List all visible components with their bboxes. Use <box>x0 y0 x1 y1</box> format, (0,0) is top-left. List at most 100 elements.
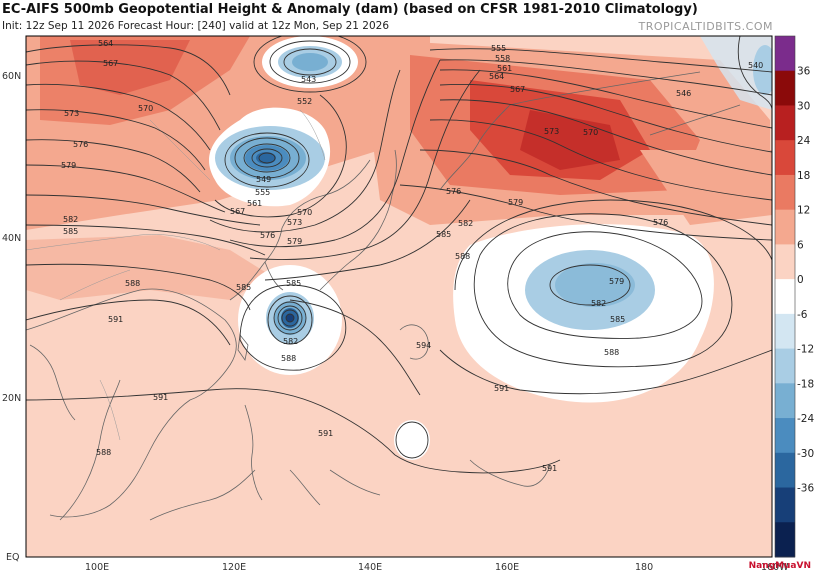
contour-label: 543 <box>301 75 316 84</box>
lon-label-160e: 160E <box>495 562 519 573</box>
plot-frame <box>25 35 773 558</box>
contour-label: 588 <box>96 448 111 457</box>
colorbar-swatch <box>775 418 795 454</box>
colorbar-label: -12 <box>797 344 814 356</box>
contour-label: 591 <box>494 384 509 393</box>
lat-label-40n: 40N <box>2 233 21 244</box>
colorbar-label: 36 <box>797 66 811 78</box>
colorbar-swatch <box>775 36 795 72</box>
contour-label: 588 <box>125 279 140 288</box>
contour-label: 585 <box>236 283 251 292</box>
colorbar-swatch <box>775 452 795 489</box>
contour-label: 579 <box>609 277 624 286</box>
contour-label: 555 <box>491 44 506 53</box>
contour-label: 588 <box>604 348 619 357</box>
contour-label: 564 <box>489 72 504 81</box>
map-subtitle: Init: 12z Sep 11 2026 Forecast Hour: [24… <box>2 20 390 32</box>
colorbar-label: -24 <box>797 413 814 425</box>
colorbar-swatch <box>775 279 795 315</box>
colorbar-swatch <box>775 348 795 384</box>
colorbar-swatch <box>775 313 795 350</box>
colorbar-swatch <box>775 487 795 523</box>
contour-label: 585 <box>286 279 301 288</box>
contour-label: 558 <box>495 54 510 63</box>
colorbar-swatch <box>775 522 795 558</box>
lat-label-20n: 20N <box>2 393 21 404</box>
contour-label: 573 <box>287 218 302 227</box>
contour-label: 570 <box>297 208 312 217</box>
anomaly-field <box>26 36 772 557</box>
contour-label: 591 <box>542 464 557 473</box>
lat-label-eq: EQ <box>6 552 19 563</box>
contour-label: 570 <box>583 128 598 137</box>
contour-label: 588 <box>455 252 470 261</box>
contour-label: 588 <box>281 354 296 363</box>
contour-label: 582 <box>591 299 606 308</box>
lon-axis: 100E 120E 140E 160E 180 160W <box>85 562 789 573</box>
lon-label-100e: 100E <box>85 562 109 573</box>
colorbar: 36 30 24 18 12 6 0 -6 -12 -18 -24 -30 -36 <box>774 35 814 558</box>
lon-label-160w: 160W <box>761 562 789 573</box>
lat-label-60n: 60N <box>2 71 21 82</box>
contour-label: 579 <box>508 198 523 207</box>
colorbar-label: 24 <box>797 135 811 147</box>
contour-label: 582 <box>63 215 78 224</box>
contour-label: 555 <box>255 188 270 197</box>
contour-label: 576 <box>653 218 668 227</box>
colorbar-swatch <box>775 105 795 141</box>
colorbar-label: 12 <box>797 205 810 217</box>
colorbar-label: 6 <box>797 239 804 251</box>
contour-label: 585 <box>63 227 78 236</box>
contour-label: 585 <box>436 230 451 239</box>
colorbar-swatch <box>775 244 795 280</box>
contour-label: 564 <box>98 39 113 48</box>
contour-label: 573 <box>64 109 79 118</box>
colorbar-swatch <box>775 174 795 211</box>
contour-label: 576 <box>73 140 88 149</box>
contour-label: 546 <box>676 89 691 98</box>
contour-label: 549 <box>256 175 271 184</box>
colorbar-swatch <box>775 70 795 106</box>
lon-label-180: 180 <box>635 562 653 573</box>
contour-label: 576 <box>260 231 275 240</box>
lon-label-140e: 140E <box>358 562 382 573</box>
contour-label: 552 <box>297 97 312 106</box>
colorbar-label: -18 <box>797 378 814 390</box>
lat-axis: 60N 40N 20N EQ <box>2 71 21 563</box>
contour-label: 579 <box>287 237 302 246</box>
contour-label: 567 <box>103 59 118 68</box>
contour-label: 570 <box>138 104 153 113</box>
contour-label: 561 <box>497 64 512 73</box>
height-contours <box>26 36 772 474</box>
contour-label: 567 <box>510 85 525 94</box>
brand-label: TROPICALTIDBITS.COM <box>638 20 773 33</box>
colorbar-swatch <box>775 383 795 419</box>
colorbar-label: 30 <box>797 100 810 112</box>
contour-label: 591 <box>153 393 168 402</box>
contour-label: 591 <box>318 429 333 438</box>
contour-label: 540 <box>748 61 763 70</box>
contour-label: 582 <box>283 337 298 346</box>
lon-label-120e: 120E <box>222 562 246 573</box>
colorbar-frame <box>774 35 796 558</box>
map-title: EC-AIFS 500mb Geopotential Height & Anom… <box>2 2 698 17</box>
watermark-text: NangMuaVN <box>748 561 811 571</box>
coastlines <box>26 71 741 521</box>
contour-label: 573 <box>544 127 559 136</box>
borders <box>26 109 326 441</box>
colorbar-swatch <box>775 140 795 176</box>
contour-label: 579 <box>61 161 76 170</box>
contour-labels: 564 567 570 573 576 579 582 585 588 591 … <box>61 39 763 473</box>
contour-label: 567 <box>230 207 245 216</box>
colorbar-label: -30 <box>797 448 814 460</box>
contour-label: 561 <box>247 199 262 208</box>
colorbar-label: -36 <box>797 483 814 495</box>
colorbar-label: 18 <box>797 170 810 182</box>
contour-label: 585 <box>610 315 625 324</box>
contour-label: 576 <box>446 187 461 196</box>
colorbar-label: 0 <box>797 274 804 286</box>
contour-label: 594 <box>416 341 431 350</box>
colorbar-label: -6 <box>797 309 808 321</box>
contour-label: 591 <box>108 315 123 324</box>
